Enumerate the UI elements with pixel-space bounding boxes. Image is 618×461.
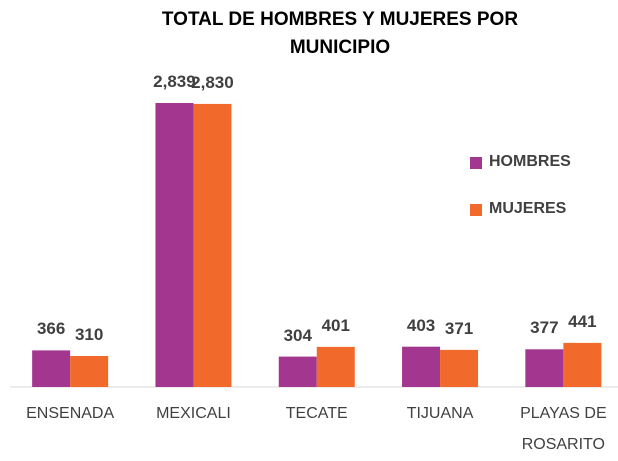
chart-title: TOTAL DE HOMBRES Y MUJERES POR MUNICIPIO bbox=[161, 9, 519, 58]
value-label: 441 bbox=[568, 311, 597, 331]
value-label: 371 bbox=[444, 318, 474, 338]
bar bbox=[563, 342, 602, 387]
legend-label: HOMBRES bbox=[489, 153, 571, 170]
legend-label: MUJERES bbox=[489, 200, 567, 217]
bar bbox=[32, 350, 71, 387]
bar bbox=[278, 356, 317, 387]
bar bbox=[70, 355, 109, 387]
bar bbox=[440, 349, 479, 387]
bar bbox=[525, 349, 564, 387]
x-tick-label: TIJUANA bbox=[406, 405, 474, 422]
bar bbox=[316, 346, 355, 387]
value-label: 401 bbox=[321, 315, 350, 335]
x-tick-label: PLAYAS DE ROSARITO bbox=[520, 405, 607, 453]
value-label: 403 bbox=[406, 315, 436, 335]
value-label: 310 bbox=[74, 324, 104, 344]
value-label: 2,839 bbox=[153, 72, 196, 91]
value-label: 366 bbox=[36, 319, 66, 339]
x-tick-label: ENSENADA bbox=[26, 405, 115, 422]
value-label: 2,830 bbox=[191, 72, 234, 92]
value-label: 377 bbox=[530, 318, 559, 338]
value-label: 304 bbox=[283, 325, 312, 345]
x-tick-label: MEXICALI bbox=[156, 405, 231, 422]
legend-swatch bbox=[470, 204, 482, 216]
bar bbox=[155, 103, 194, 387]
bar bbox=[193, 103, 232, 387]
bar bbox=[402, 346, 441, 387]
x-tick-label: TECATE bbox=[285, 405, 348, 422]
legend-swatch bbox=[470, 157, 482, 169]
